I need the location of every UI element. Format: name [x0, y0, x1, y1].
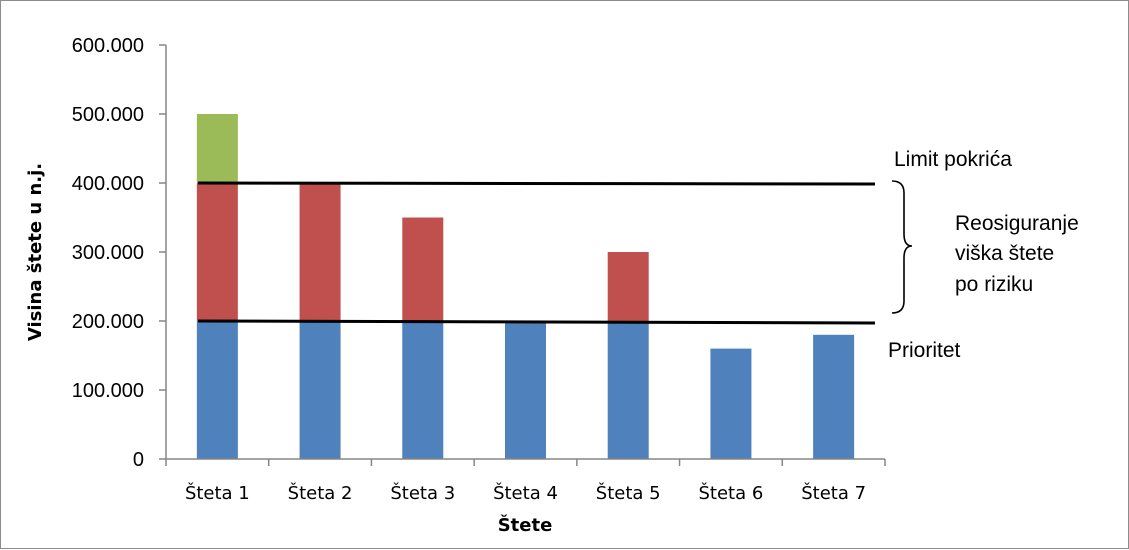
bar-segment — [402, 321, 444, 459]
x-tick-label: Šteta 6 — [699, 482, 764, 504]
reference-line — [197, 181, 876, 186]
brace-annotation-line-2: viška štete — [955, 242, 1054, 265]
brace-icon — [891, 180, 913, 314]
x-tick-label: Šteta 3 — [390, 482, 455, 504]
x-axis-title: Štete — [498, 514, 553, 536]
bar-segment — [402, 217, 444, 321]
priority-label: Prioritet — [888, 339, 961, 362]
bar-segment — [299, 321, 341, 459]
y-tick-label: 100.000 — [72, 380, 144, 402]
y-tick-label: 200.000 — [72, 311, 144, 333]
bar-segment — [196, 321, 238, 459]
bar-segment — [607, 252, 649, 321]
bars-group — [196, 114, 855, 459]
reference-line — [197, 319, 876, 325]
y-tick-label: 300.000 — [72, 242, 144, 264]
brace-annotation-line-3: po riziku — [955, 273, 1033, 296]
y-tick-label: 600.000 — [72, 35, 144, 57]
bar-segment — [710, 348, 752, 459]
x-tick-label: Šteta 4 — [493, 482, 558, 504]
bar-segment — [196, 183, 238, 321]
brace-annotation-line-1: Reosiguranje — [955, 212, 1079, 235]
y-ticks: 0 100.000 200.000 300.000 400.000 500.000 600.… — [72, 35, 166, 471]
x-tick-label: Šteta 5 — [596, 482, 661, 504]
bar-segment — [505, 321, 546, 459]
y-tick-label: 400.000 — [72, 173, 144, 195]
bar-segment — [813, 334, 855, 459]
x-tick-label: Šteta 1 — [185, 482, 250, 504]
x-tick-label: Šteta 7 — [801, 482, 866, 504]
y-tick-label: 0 — [133, 449, 144, 471]
reference-lines — [197, 181, 876, 325]
limit-label: Limit pokrića — [894, 148, 1012, 171]
x-ticks: Šteta 1 Šteta 2 Šteta 3 Šteta 4 Šteta 5 Šteta… — [165, 459, 886, 504]
x-tick-label: Šteta 2 — [288, 482, 353, 504]
bar-segment — [299, 183, 341, 321]
y-tick-label: 500.000 — [72, 104, 144, 126]
y-axis-title: Visina štete u n.j. — [25, 163, 46, 341]
bar-segment — [607, 321, 649, 459]
bar-segment — [196, 114, 238, 183]
